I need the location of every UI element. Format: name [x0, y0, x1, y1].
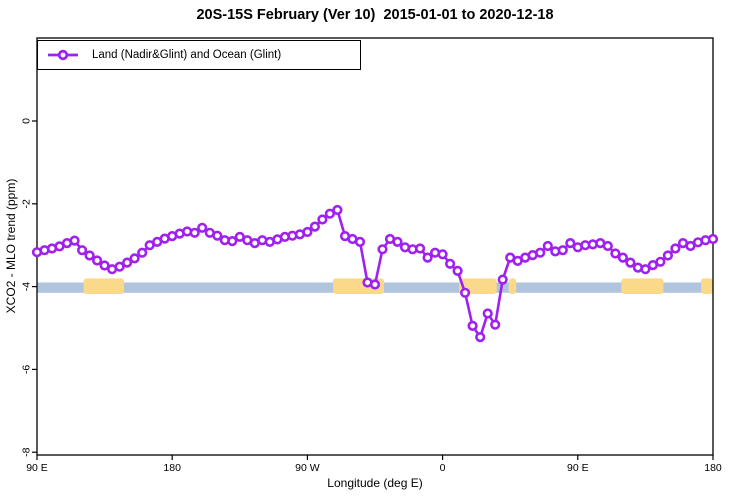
data-point [84, 250, 95, 261]
orange-band [700, 278, 713, 295]
legend-label: Land (Nadir&Glint) and Ocean (Glint) [92, 49, 282, 61]
y-tick-label: -2 [21, 199, 33, 208]
orange-band [508, 278, 517, 295]
data-point [91, 255, 103, 266]
data-point [317, 214, 328, 225]
data-point [129, 253, 140, 264]
chart-title: 20S-15S February (Ver 10) 2015-01-01 to … [196, 7, 554, 23]
x-tick-label: 90 E [26, 462, 48, 474]
data-point [535, 247, 546, 258]
data-point [460, 287, 471, 298]
data-point [302, 226, 313, 238]
x-axis-label: Longitude (deg E) [327, 476, 423, 490]
x-tick-label: 90 W [295, 462, 320, 474]
plot-border [36, 37, 714, 456]
data-point [137, 247, 148, 258]
y-tick-label: -6 [21, 365, 33, 374]
data-point [490, 319, 501, 330]
legend-marker-icon [48, 49, 78, 61]
x-tick-label: 90 E [567, 462, 589, 474]
data-point [565, 238, 576, 249]
x-tick-label: 180 [163, 462, 181, 474]
data-point [467, 320, 478, 332]
data-point [369, 279, 381, 290]
data-point [212, 230, 223, 241]
data-point [309, 221, 321, 232]
x-tick-label: 0 [440, 462, 446, 474]
y-axis-label: XCO2 - MLO trend (ppm) [4, 178, 18, 314]
data-point [197, 222, 208, 233]
data-point [475, 332, 486, 343]
data-point [445, 258, 456, 269]
y-tick-label: 0 [21, 118, 33, 124]
y-tick-label: -4 [21, 282, 33, 291]
data-point [482, 308, 493, 319]
data-point [422, 252, 433, 263]
data-point [685, 240, 696, 252]
data-point [415, 243, 426, 254]
y-tick-label: -8 [21, 447, 33, 456]
data-point [392, 236, 403, 247]
data-point [227, 236, 238, 247]
data-point [655, 256, 666, 267]
data-point [332, 204, 343, 216]
data-point [602, 240, 613, 252]
legend-box: Land (Nadir&Glint) and Ocean (Glint) [37, 40, 361, 70]
data-point [617, 252, 629, 263]
data-point [452, 265, 463, 277]
data-line [36, 208, 714, 339]
orange-band [83, 278, 125, 295]
data-point [610, 248, 621, 259]
data-point [99, 260, 110, 271]
data-point [625, 257, 636, 268]
data-point [670, 243, 681, 254]
data-point [437, 249, 448, 260]
data-point [662, 250, 674, 261]
data-point [497, 274, 508, 285]
data-point [114, 261, 125, 272]
data-point [354, 236, 366, 247]
data-point [189, 227, 200, 238]
data-point [640, 264, 651, 275]
data-point [121, 257, 133, 268]
data-point [69, 235, 80, 246]
orange-band [621, 278, 664, 295]
data-point [324, 208, 336, 219]
data-point [557, 245, 568, 256]
x-tick-label: 180 [704, 462, 722, 474]
data-point [377, 244, 388, 255]
data-point [542, 240, 553, 252]
data-point [707, 233, 719, 245]
data-point [76, 245, 88, 256]
